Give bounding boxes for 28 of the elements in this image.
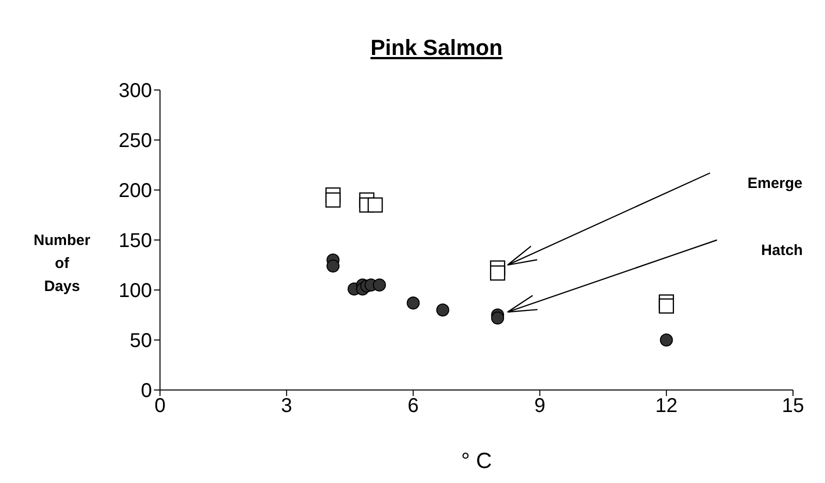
- x-tick-label: 6: [408, 395, 419, 418]
- y-tick-label: 100: [118, 280, 152, 302]
- y-tick-label: 200: [118, 180, 152, 202]
- y-tick-label: 300: [118, 80, 152, 102]
- chart-title: Pink Salmon: [370, 35, 503, 60]
- point: [491, 312, 504, 324]
- point: [436, 304, 450, 316]
- point: [368, 197, 383, 213]
- text: Hatch: [761, 242, 803, 259]
- x-axis-title: ° C: [461, 448, 492, 473]
- y-tick-label: 50: [130, 330, 152, 352]
- point: [660, 334, 673, 346]
- point: [325, 192, 341, 208]
- x-tick-label: 12: [655, 395, 678, 418]
- point: [658, 298, 674, 314]
- point: [490, 265, 506, 281]
- point: [326, 260, 340, 272]
- y-tick-label: 250: [118, 130, 152, 152]
- point: [372, 278, 386, 292]
- y-axis-title: Number of Days: [34, 232, 90, 295]
- y-tick-label: 0: [140, 380, 152, 402]
- x-tick-label: 9: [534, 395, 546, 418]
- x-tick-label: 0: [154, 395, 166, 418]
- x-tick-label: 3: [281, 395, 292, 418]
- point: [406, 296, 420, 310]
- text: Emerge: [747, 175, 803, 192]
- y-tick-label: 150: [118, 230, 152, 252]
- x-tick-label: 15: [782, 395, 804, 418]
